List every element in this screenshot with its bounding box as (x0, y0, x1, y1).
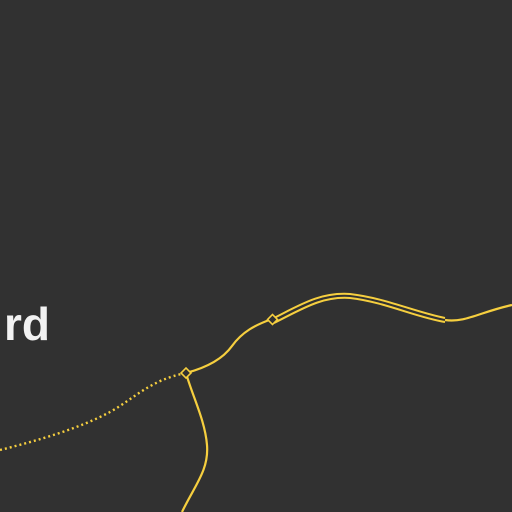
dotted-path-west[interactable] (0, 371, 187, 452)
road-dual-lower[interactable] (273, 296, 446, 324)
place-name-label: rd (4, 298, 50, 350)
road-south[interactable] (181, 372, 209, 512)
junction-node-west[interactable] (179, 366, 193, 380)
junction-node-east[interactable] (266, 313, 279, 326)
road-junction-to-node[interactable] (185, 317, 273, 375)
road-dual-upper[interactable] (271, 292, 446, 320)
road-east[interactable] (444, 303, 512, 322)
